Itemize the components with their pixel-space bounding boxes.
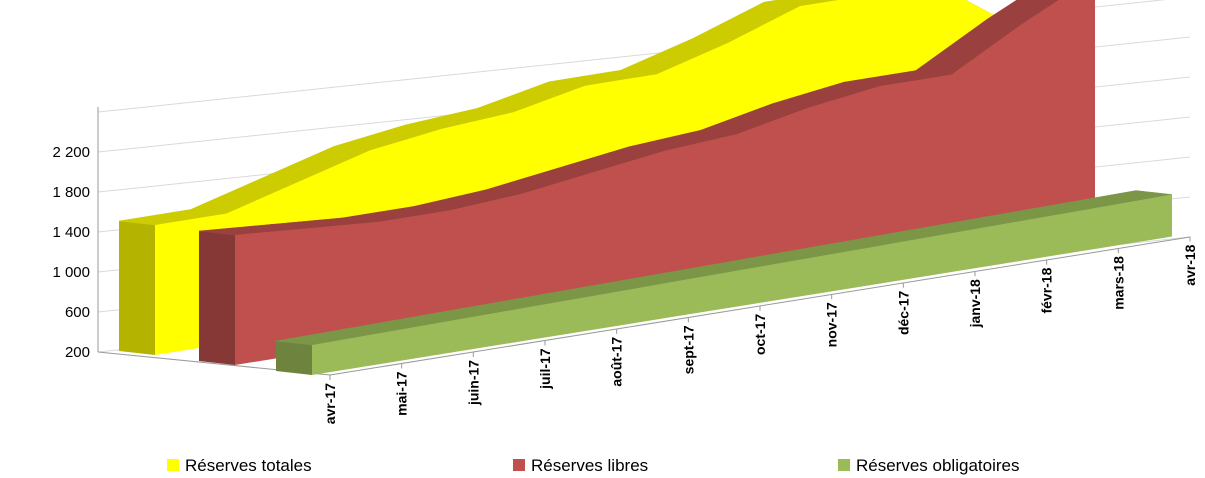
legend-label: Réserves obligatoires	[856, 456, 1019, 475]
x-tick-label: janv-18	[967, 279, 983, 328]
area-side	[119, 221, 155, 355]
y-tick-label: 600	[65, 304, 90, 321]
area-top	[763, 0, 840, 7]
series-area	[198, 0, 1095, 365]
x-tick-label: sept-17	[680, 325, 696, 374]
x-tick-label: juin-17	[465, 360, 481, 406]
legend-label: Réserves totales	[185, 456, 312, 475]
y-tick-label: 1 000	[52, 264, 90, 281]
area	[312, 194, 1172, 375]
area	[235, 0, 1095, 365]
legend-swatch	[838, 459, 850, 471]
legend-swatch	[167, 459, 179, 471]
legend-swatch	[513, 459, 525, 471]
x-tick-label: oct-17	[752, 314, 768, 355]
x-tick-label: nov-17	[824, 302, 840, 347]
y-tick-label: 1 400	[52, 224, 90, 241]
x-tick-label: déc-17	[895, 290, 911, 335]
x-tick-label: mars-18	[1110, 256, 1126, 310]
y-tick-label: 200	[65, 344, 90, 361]
legend-label: Réserves libres	[531, 456, 648, 475]
x-tick-label: févr-18	[1039, 267, 1055, 313]
y-tick-label: 2 200	[52, 144, 90, 161]
y-tick-label: 1 800	[52, 184, 90, 201]
x-tick-label: mai-17	[394, 371, 410, 416]
area-top	[1064, 190, 1173, 208]
x-tick-label: avr-17	[322, 383, 338, 424]
x-tick-label: juil-17	[537, 348, 553, 390]
x-tick-label: avr-18	[1182, 244, 1198, 285]
area-side	[199, 231, 235, 365]
area-side	[276, 341, 312, 375]
series-area	[275, 190, 1173, 375]
area-top	[986, 0, 1060, 24]
x-tick-label: août-17	[609, 337, 625, 387]
